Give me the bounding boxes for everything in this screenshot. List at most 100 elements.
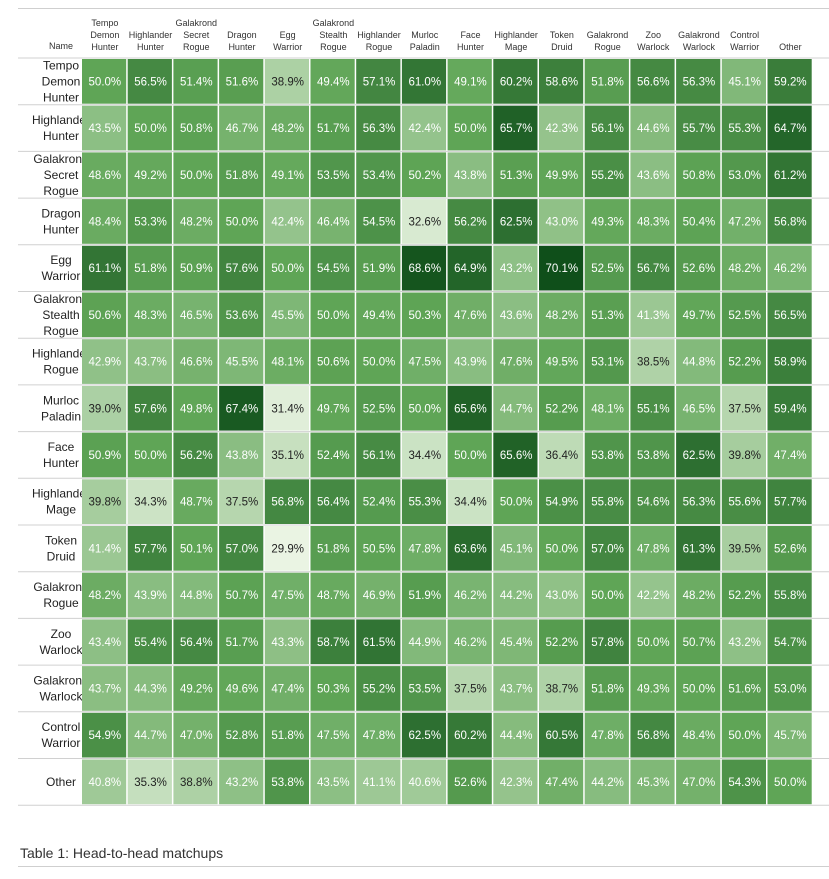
cell-value-label: 48.2%: [546, 310, 579, 322]
cell-value-label: 52.6%: [454, 777, 487, 789]
heatmap-cell: [310, 759, 355, 805]
cell-value-label: 43.9%: [454, 357, 487, 369]
heatmap-cell: [310, 199, 355, 244]
heatmap-cell: [584, 759, 629, 805]
heatmap-cell: [676, 666, 721, 711]
column-header: Galakrond Warlock: [678, 30, 720, 52]
cell-value-label: 52.5%: [363, 403, 396, 415]
heatmap-cell: [173, 712, 218, 758]
cell-value-label: 56.4%: [317, 497, 350, 509]
row-header: Galakrond Stealth Rogue: [33, 292, 88, 338]
cell-value-label: 56.2%: [454, 216, 487, 228]
cell-value-label: 43.2%: [728, 637, 761, 649]
heatmap-cell: [630, 526, 675, 571]
heatmap-cell: [584, 385, 629, 431]
cell-value-label: 38.8%: [180, 777, 213, 789]
cell-value-label: 47.4%: [271, 683, 304, 695]
row-header: Galakrond Warlock: [33, 673, 88, 703]
heatmap-cell: [401, 385, 447, 431]
column-header: Dragon Hunter: [227, 30, 257, 52]
cell-value-label: 52.2%: [546, 403, 579, 415]
column-header: Highlander Rogue: [357, 30, 401, 52]
heatmap-cell: [356, 712, 401, 758]
cell-value-label: 55.7%: [683, 123, 716, 135]
heatmap-cell: [447, 292, 492, 338]
cell-value-label: 48.2%: [180, 216, 213, 228]
heatmap-cell: [584, 292, 629, 338]
heatmap-cell: [127, 759, 172, 805]
heatmap-cell: [630, 619, 675, 665]
cell-value-label: 58.7%: [317, 637, 350, 649]
heatmap-cell: [721, 339, 766, 384]
cell-value-label: 42.4%: [271, 216, 304, 228]
heatmap-cell: [356, 572, 401, 618]
top-rule: [18, 8, 829, 9]
cell-value-label: 51.8%: [271, 730, 304, 742]
cell-value-label: 50.0%: [408, 403, 441, 415]
cell-value-label: 48.4%: [683, 730, 716, 742]
column-header: Zoo Warlock: [637, 30, 670, 52]
heatmap-cell: [630, 385, 675, 431]
cell-value-label: 44.2%: [500, 590, 533, 602]
heatmap-cell: [676, 759, 721, 805]
cell-value-label: 47.6%: [454, 310, 487, 322]
cell-value-label: 57.6%: [134, 403, 167, 415]
cell-value-label: 50.3%: [317, 683, 350, 695]
heatmap-cell: [310, 666, 355, 711]
heatmap-cell: [127, 292, 172, 338]
cell-value-label: 44.8%: [180, 590, 213, 602]
heatmap-cell: [219, 152, 264, 198]
cell-value-label: 56.4%: [180, 637, 213, 649]
cell-value-label: 61.0%: [408, 76, 441, 88]
heatmap-cell: [264, 572, 309, 618]
heatmap-cell: [493, 385, 538, 431]
cell-value-label: 41.3%: [637, 310, 670, 322]
heatmap-cell: [173, 292, 218, 338]
column-header: Token Druid: [550, 30, 574, 52]
cell-value-label: 55.8%: [774, 590, 807, 602]
heatmap-cell: [401, 59, 447, 104]
heatmap-cell: [356, 385, 401, 431]
heatmap-cell: [82, 152, 127, 198]
heatmap-cell: [767, 479, 812, 524]
heatmap-cell: [584, 712, 629, 758]
heatmap-cell: [310, 432, 355, 478]
cell-value-label: 37.5%: [454, 683, 487, 695]
heatmap-cell: [584, 526, 629, 571]
cell-value-label: 70.1%: [546, 263, 579, 275]
cell-value-label: 50.8%: [180, 123, 213, 135]
heatmap-cell: [676, 292, 721, 338]
cell-value-label: 56.3%: [683, 76, 716, 88]
heatmap-cell: [721, 105, 766, 151]
heatmap-cell: [721, 572, 766, 618]
cell-value-label: 60.5%: [546, 730, 579, 742]
heatmap-cell: [264, 292, 309, 338]
cell-value-label: 43.9%: [134, 590, 167, 602]
cell-value-label: 54.7%: [774, 637, 807, 649]
heatmap-cell: [82, 385, 127, 431]
heatmap-cell: [447, 619, 492, 665]
column-header: Galakrond Secret Rogue: [175, 18, 217, 52]
heatmap-cell: [310, 385, 355, 431]
heatmap-cell: [173, 479, 218, 524]
heatmap-cell: [447, 666, 492, 711]
heatmap-cell: [721, 59, 766, 104]
heatmap-cell: [173, 339, 218, 384]
cell-value-label: 56.3%: [683, 497, 716, 509]
heatmap-cell: [630, 105, 675, 151]
cell-value-label: 49.1%: [271, 170, 304, 182]
cell-value-label: 44.7%: [500, 403, 533, 415]
cell-value-label: 49.2%: [180, 683, 213, 695]
heatmap-cell: [356, 526, 401, 571]
cell-value-label: 55.1%: [637, 403, 670, 415]
cell-value-label: 50.9%: [89, 450, 122, 462]
heatmap-cell: [127, 105, 172, 151]
cell-value-label: 38.7%: [546, 683, 579, 695]
heatmap-cell: [219, 245, 264, 291]
cell-value-label: 56.7%: [637, 263, 670, 275]
heatmap-cell: [539, 619, 584, 665]
heatmap-cell: [127, 619, 172, 665]
cell-value-label: 46.4%: [317, 216, 350, 228]
cell-value-label: 49.3%: [591, 216, 624, 228]
heatmap-cell: [310, 619, 355, 665]
